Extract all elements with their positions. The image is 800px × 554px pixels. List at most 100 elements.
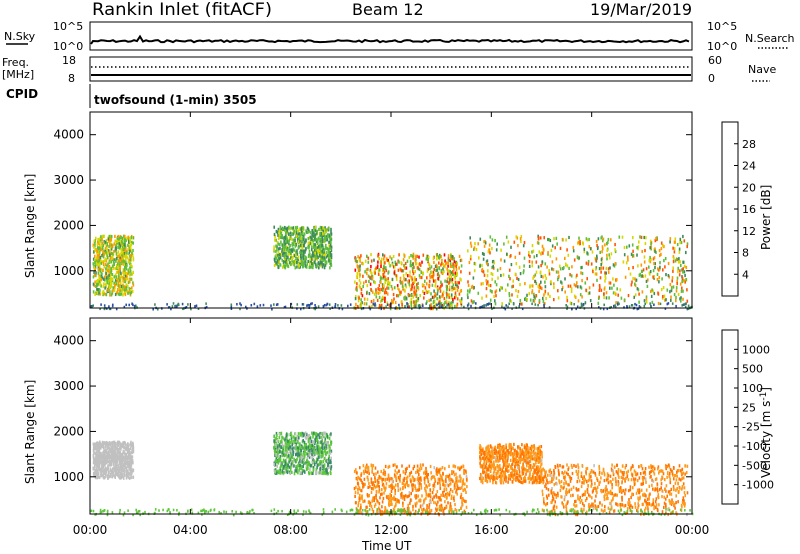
heatmap-cell [643, 304, 646, 308]
heatmap-cell [319, 243, 321, 247]
heatmap-cell [307, 259, 309, 264]
heatmap-cell [685, 302, 687, 305]
heatmap-cell [124, 466, 126, 470]
heatmap-cell [381, 492, 383, 496]
heatmap-cell [588, 245, 591, 249]
heatmap-cell [107, 443, 109, 447]
heatmap-cell [609, 281, 612, 285]
heatmap-cell [504, 307, 507, 311]
heatmap-cell [278, 458, 280, 462]
heatmap-cell [376, 484, 378, 489]
heatmap-cell [280, 439, 283, 443]
heatmap-cell [387, 286, 390, 290]
heatmap-cell [453, 260, 456, 264]
heatmap-cell [326, 238, 329, 242]
heatmap-cell [398, 288, 400, 292]
heatmap-cell [367, 256, 370, 260]
heatmap-cell [571, 307, 573, 310]
heatmap-cell [481, 296, 483, 300]
heatmap-cell [282, 242, 285, 246]
heatmap-cell [119, 244, 122, 248]
heatmap-cell [444, 279, 446, 283]
heatmap-cell [355, 260, 358, 264]
heatmap-cell [456, 271, 458, 275]
heatmap-cell [502, 273, 505, 277]
heatmap-cell [97, 288, 99, 292]
heatmap-cell [300, 449, 302, 453]
heatmap-cell [102, 253, 104, 257]
heatmap-cell [438, 267, 441, 271]
heatmap-cell [406, 302, 408, 305]
heatmap-cell [107, 262, 109, 266]
heatmap-cell [390, 284, 393, 289]
heatmap-cell [465, 490, 467, 494]
heatmap-cell [377, 260, 379, 264]
heatmap-cell [414, 509, 417, 513]
heatmap-cell [283, 452, 285, 456]
heatmap-cell [275, 303, 278, 306]
heatmap-cell [119, 446, 121, 450]
heatmap-cell [409, 301, 412, 305]
heatmap-cell [393, 265, 396, 269]
heatmap-cell [325, 469, 327, 473]
heatmap-cell [658, 280, 660, 284]
heatmap-cell [116, 256, 118, 261]
heatmap-cell [285, 458, 287, 462]
heatmap-cell [275, 244, 277, 248]
heatmap-cell [474, 242, 476, 246]
heatmap-cell [626, 245, 628, 249]
heatmap-cell [454, 304, 456, 308]
heatmap-cell [684, 273, 686, 278]
heatmap-cell [108, 234, 111, 238]
heatmap-cell [369, 501, 372, 505]
heatmap-cell [117, 466, 119, 470]
heatmap-cell [653, 261, 655, 266]
heatmap-cell [411, 485, 413, 489]
heatmap-cell [325, 445, 327, 449]
heatmap-cell [437, 289, 439, 293]
heatmap-cell [462, 465, 465, 469]
heatmap-cell [276, 445, 279, 449]
heatmap-cell [403, 497, 406, 501]
heatmap-cell [296, 457, 298, 462]
heatmap-cell [95, 274, 97, 278]
heatmap-cell [92, 455, 95, 459]
heatmap-cell [287, 248, 289, 252]
heatmap-cell [168, 306, 171, 309]
heatmap-cell [557, 270, 560, 274]
heatmap-cell [519, 272, 522, 276]
heatmap-cell [577, 285, 579, 289]
heatmap-cell [670, 295, 672, 299]
heatmap-cell [100, 267, 103, 272]
heatmap-cell [457, 285, 459, 289]
heatmap-cell [450, 303, 453, 307]
heatmap-cell [113, 474, 116, 478]
heatmap-cell [131, 265, 133, 269]
heatmap-cell [94, 260, 96, 265]
heatmap-cell [278, 444, 280, 448]
heatmap-cell [357, 487, 359, 491]
heatmap-cell [120, 253, 122, 257]
heatmap-cell [286, 436, 288, 440]
heatmap-cell [112, 472, 115, 476]
heatmap-cell [279, 462, 282, 466]
heatmap-cell [397, 488, 400, 492]
heatmap-cell [386, 286, 388, 290]
heatmap-cell [401, 302, 403, 306]
heatmap-cell [309, 253, 311, 257]
heatmap-cell [326, 302, 329, 306]
heatmap-cell [450, 275, 453, 279]
heatmap-cell [642, 274, 644, 278]
heatmap-cell [455, 268, 458, 272]
heatmap-cell [360, 307, 363, 311]
heatmap-cell [487, 269, 489, 273]
heatmap-cell [519, 237, 522, 241]
heatmap-cell [103, 459, 105, 463]
heatmap-cell [94, 241, 96, 245]
heatmap-cell [281, 462, 283, 466]
heatmap-cell [321, 439, 323, 443]
heatmap-cell [128, 462, 130, 466]
heatmap-cell [446, 474, 448, 478]
heatmap-cell [328, 460, 331, 464]
heatmap-cell [356, 305, 359, 309]
